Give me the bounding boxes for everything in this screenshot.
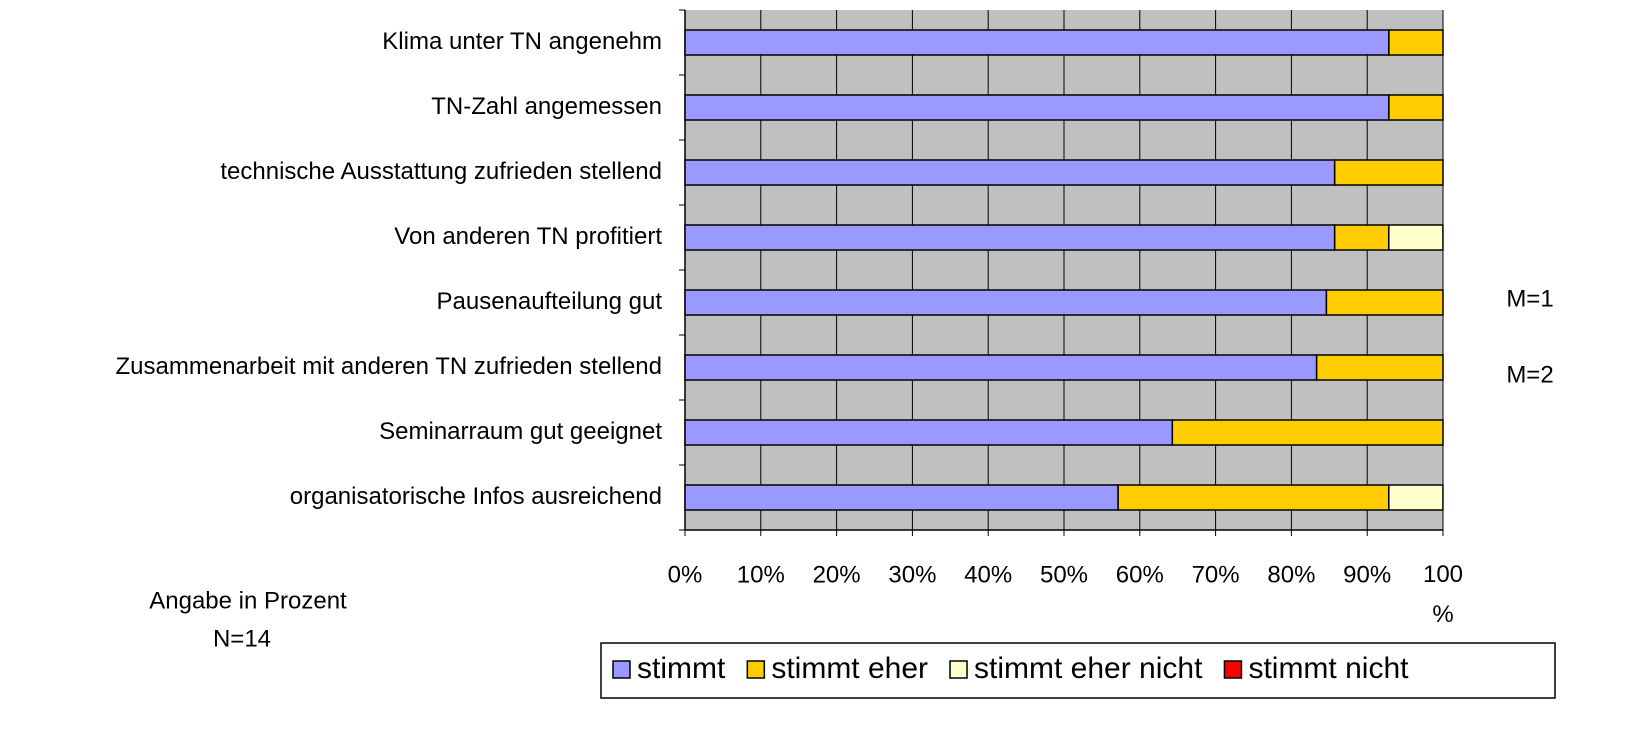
legend-swatch bbox=[1223, 660, 1243, 679]
annotation: M=2 bbox=[1506, 361, 1553, 388]
bar-segment bbox=[684, 224, 1336, 251]
x-tick-label: 80% bbox=[1267, 561, 1315, 588]
bar-segment bbox=[1388, 224, 1444, 251]
x-tick-label: 10% bbox=[737, 561, 785, 588]
y-tick-label: Von anderen TN profitiert bbox=[394, 223, 662, 250]
bar-segment bbox=[1325, 289, 1444, 316]
bar-segment bbox=[1315, 354, 1444, 381]
x-tick-label: 90% bbox=[1343, 561, 1391, 588]
y-tick-label: Seminarraum gut geeignet bbox=[379, 418, 662, 445]
legend-label: stimmt bbox=[637, 652, 726, 685]
bar-segment bbox=[1333, 159, 1444, 186]
bar-segment bbox=[1171, 419, 1444, 446]
legend-label: stimmt nicht bbox=[1248, 652, 1409, 685]
bar-segment bbox=[1388, 484, 1444, 511]
annotation: M=1 bbox=[1506, 285, 1553, 312]
bar-segment bbox=[684, 484, 1119, 511]
bar-segment bbox=[684, 419, 1174, 446]
y-tick-label: Klima unter TN angenehm bbox=[382, 28, 662, 55]
x-tick-label: 70% bbox=[1192, 561, 1240, 588]
bar-segment bbox=[684, 159, 1336, 186]
bar-segment bbox=[684, 289, 1328, 316]
legend-label: stimmt eher bbox=[771, 652, 928, 685]
x-tick-label: 20% bbox=[813, 561, 861, 588]
bar-segment bbox=[684, 94, 1390, 121]
annotation: Angabe in Prozent bbox=[149, 587, 347, 614]
x-tick-label: 30% bbox=[888, 561, 936, 588]
y-tick-label: Zusammenarbeit mit anderen TN zufrieden … bbox=[116, 353, 663, 380]
bar-segment bbox=[1117, 484, 1390, 511]
bar-segment bbox=[1388, 29, 1444, 56]
x-tick-label: 50% bbox=[1040, 561, 1088, 588]
bar-segment bbox=[684, 354, 1318, 381]
legend-swatch bbox=[746, 660, 766, 679]
legend-swatch bbox=[612, 660, 631, 679]
bar-segment bbox=[1388, 94, 1444, 121]
y-tick-label: technische Ausstattung zufrieden stellen… bbox=[220, 158, 662, 185]
y-tick-label: TN-Zahl angemessen bbox=[431, 93, 662, 120]
y-tick-label: organisatorische Infos ausreichend bbox=[290, 483, 662, 510]
annotation: N=14 bbox=[213, 625, 271, 652]
x-tick-label: 100% bbox=[1423, 561, 1463, 628]
y-tick-label: Pausenaufteilung gut bbox=[436, 288, 662, 315]
bar-segment bbox=[684, 29, 1390, 56]
x-tick-label: 0% bbox=[668, 561, 703, 588]
x-tick-label: 40% bbox=[964, 561, 1012, 588]
legend-swatch bbox=[949, 660, 968, 679]
legend-label: stimmt eher nicht bbox=[974, 652, 1203, 685]
bar-segment bbox=[1333, 224, 1390, 251]
x-tick-label: 60% bbox=[1116, 561, 1164, 588]
